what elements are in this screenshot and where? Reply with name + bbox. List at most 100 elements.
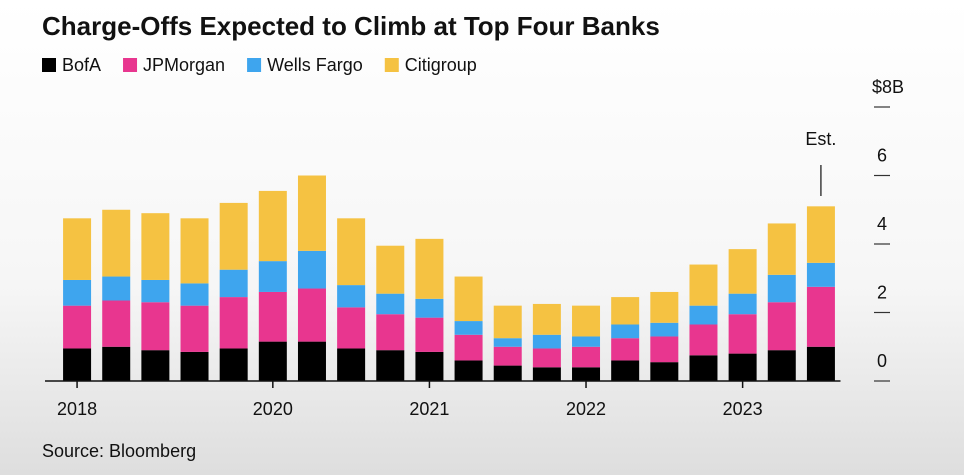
bar-segment bbox=[650, 291, 679, 323]
bar-segment bbox=[493, 365, 522, 381]
bar-segment bbox=[102, 300, 131, 347]
bar-segment bbox=[337, 285, 366, 308]
bar-segment bbox=[415, 238, 444, 299]
bar-segment bbox=[219, 202, 248, 270]
bar-segment bbox=[493, 346, 522, 366]
bar-segment bbox=[767, 223, 796, 275]
bar-segment bbox=[258, 291, 287, 342]
bar-segment bbox=[611, 324, 640, 339]
bar-segment bbox=[63, 218, 92, 280]
bar-segment bbox=[572, 367, 601, 381]
bar-segment bbox=[611, 297, 640, 325]
bar-segment bbox=[297, 175, 326, 251]
y-tick-label: 0 bbox=[877, 351, 887, 371]
bar-segment bbox=[728, 293, 757, 315]
bar-segment bbox=[611, 360, 640, 381]
bar-segment bbox=[532, 334, 561, 349]
legend-label: Wells Fargo bbox=[267, 55, 363, 75]
bar-segment bbox=[337, 307, 366, 349]
y-tick-label: 4 bbox=[877, 214, 887, 234]
bar-segment bbox=[180, 218, 209, 284]
bar-segment bbox=[767, 274, 796, 303]
source: Source: Bloomberg bbox=[42, 441, 196, 461]
bar-segment bbox=[258, 261, 287, 292]
bar-segment bbox=[415, 351, 444, 381]
bar-segment bbox=[806, 346, 835, 381]
bar-segment bbox=[728, 353, 757, 381]
bar-segment bbox=[180, 351, 209, 381]
y-tick-label: $8B bbox=[872, 77, 904, 97]
bar-segment bbox=[258, 341, 287, 381]
bar-segment bbox=[767, 302, 796, 351]
bar-segment bbox=[572, 305, 601, 337]
bar-segment bbox=[454, 276, 483, 322]
bar-segment bbox=[219, 297, 248, 349]
x-tick-label: 2022 bbox=[566, 399, 606, 419]
bar-segment bbox=[102, 346, 131, 381]
bar-segment bbox=[415, 298, 444, 318]
bar-segment bbox=[532, 303, 561, 335]
bar-segment bbox=[63, 305, 92, 349]
bar-segment bbox=[180, 305, 209, 352]
bar-segment bbox=[415, 317, 444, 352]
bar-segment bbox=[297, 288, 326, 342]
bar-segment bbox=[454, 334, 483, 361]
bar-segment bbox=[532, 367, 561, 381]
legend-label: Citigroup bbox=[405, 55, 477, 75]
x-tick-label: 2020 bbox=[253, 399, 293, 419]
bar-segment bbox=[493, 338, 522, 347]
bar-segment bbox=[806, 206, 835, 263]
bar-segment bbox=[689, 305, 718, 325]
bar-segment bbox=[219, 269, 248, 298]
legend-swatch bbox=[384, 58, 399, 72]
x-tick-label: 2023 bbox=[723, 399, 763, 419]
bar-segment bbox=[767, 350, 796, 381]
bar-segment bbox=[689, 324, 718, 356]
bar-segment bbox=[493, 305, 522, 339]
bar-segment bbox=[572, 346, 601, 368]
bar-segment bbox=[454, 360, 483, 381]
bar-segment bbox=[297, 341, 326, 381]
bar-segment bbox=[650, 322, 679, 337]
y-tick-label: 6 bbox=[877, 145, 887, 165]
bar-segment bbox=[454, 321, 483, 335]
bar-segment bbox=[728, 314, 757, 354]
legend-label: JPMorgan bbox=[143, 55, 225, 75]
bar-segment bbox=[376, 350, 405, 381]
bar-segment bbox=[102, 209, 131, 277]
bar-segment bbox=[141, 302, 170, 351]
bar-segment bbox=[63, 348, 92, 381]
bar-segment bbox=[376, 293, 405, 315]
legend-swatch bbox=[123, 58, 138, 72]
bar-segment bbox=[650, 362, 679, 381]
bar-segment bbox=[806, 262, 835, 287]
annotation: Est. bbox=[805, 129, 836, 149]
bar-segment bbox=[689, 264, 718, 306]
bar-segment bbox=[141, 279, 170, 303]
bar-segment bbox=[219, 348, 248, 381]
bar-segment bbox=[376, 314, 405, 351]
bar-segment bbox=[258, 190, 287, 262]
bar-segment bbox=[611, 338, 640, 361]
bar-segment bbox=[532, 348, 561, 368]
legend-label: BofA bbox=[62, 55, 101, 75]
legend-swatch bbox=[42, 58, 56, 72]
chart-title: Charge-Offs Expected to Climb at Top Fou… bbox=[42, 11, 660, 41]
bar-segment bbox=[141, 213, 170, 280]
bar-segment bbox=[297, 250, 326, 289]
y-tick-label: 2 bbox=[877, 282, 887, 302]
bar-segment bbox=[102, 276, 131, 301]
bar-segment bbox=[806, 286, 835, 347]
x-tick-label: 2018 bbox=[57, 399, 97, 419]
legend-swatch bbox=[247, 58, 262, 72]
bar-segment bbox=[141, 350, 170, 381]
bar-segment bbox=[650, 336, 679, 363]
bar-segment bbox=[180, 283, 209, 306]
bar-segment bbox=[337, 348, 366, 381]
bar-segment bbox=[337, 218, 366, 286]
bar-segment bbox=[572, 336, 601, 347]
bar-segment bbox=[689, 355, 718, 381]
x-tick-label: 2021 bbox=[409, 399, 449, 419]
